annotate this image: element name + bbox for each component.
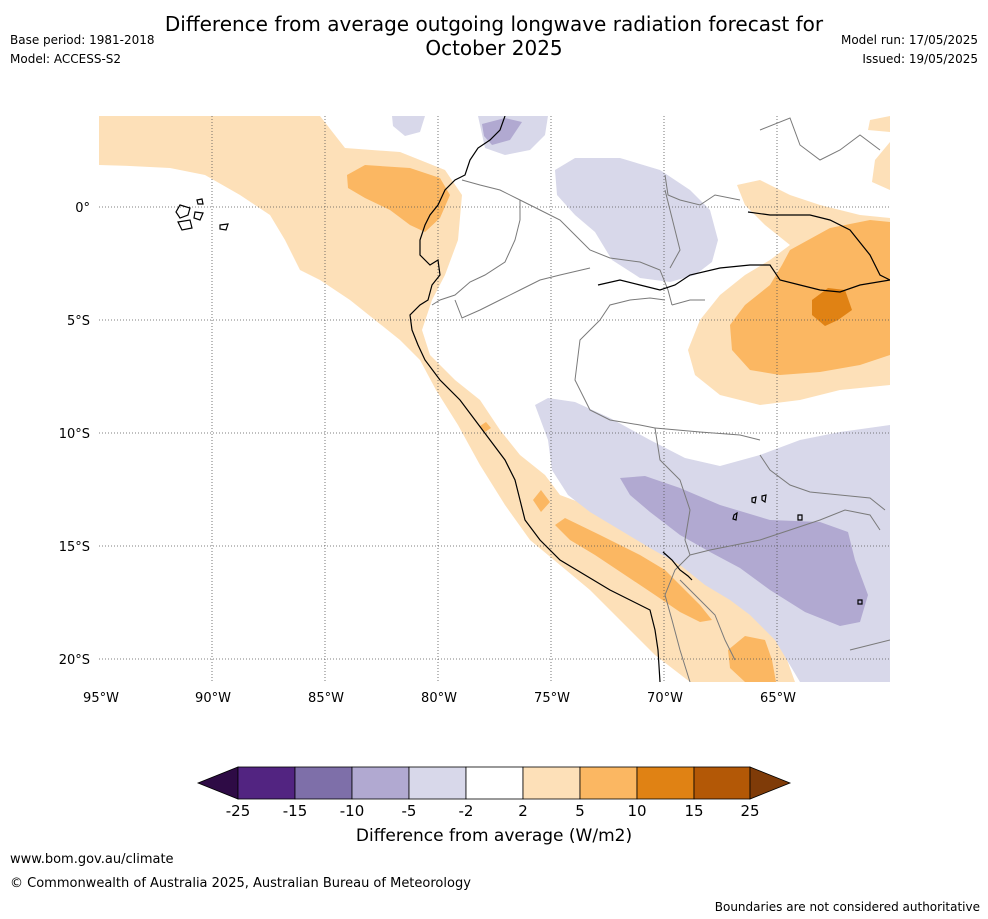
colorbar-tick-label: -5 bbox=[402, 802, 417, 820]
anomaly-neg2-spot bbox=[392, 116, 425, 136]
lat-label: 20°S bbox=[59, 653, 90, 668]
anomaly-pos5-spot2 bbox=[533, 490, 550, 512]
colorbar-bin bbox=[465, 766, 524, 800]
anomaly-pos10-amazon bbox=[812, 288, 852, 326]
country-borders bbox=[431, 117, 890, 682]
colorbar-tick-label: -15 bbox=[283, 802, 308, 820]
colorbar-bin bbox=[294, 766, 353, 800]
model-run-text: Model run: 17/05/2025 bbox=[840, 33, 978, 47]
lon-label: 85°W bbox=[308, 691, 344, 706]
colorbar-extend-high bbox=[749, 766, 792, 800]
lon-label: 70°W bbox=[647, 691, 683, 706]
title-line-2: October 2025 bbox=[425, 36, 563, 60]
base-period-text: Base period: 1981-2018 bbox=[10, 33, 155, 47]
coastlines bbox=[175, 116, 890, 682]
colorbar-bin bbox=[351, 766, 410, 800]
footer-url: www.bom.gov.au/climate bbox=[10, 852, 174, 867]
lon-label: 90°W bbox=[195, 691, 231, 706]
anomaly-pos5-south bbox=[728, 636, 776, 682]
colorbar bbox=[196, 766, 792, 800]
colorbar-tick-label: -2 bbox=[459, 802, 474, 820]
colorbar-bin bbox=[636, 766, 695, 800]
colorbar-label: Difference from average (W/m2) bbox=[355, 826, 633, 846]
colorbar-tick-label: 25 bbox=[740, 802, 759, 820]
lat-label: 5°S bbox=[67, 314, 90, 329]
anomaly-pos5-peru-coast bbox=[555, 518, 712, 622]
chart-title: Difference from average outgoing longwav… bbox=[150, 12, 838, 60]
lat-labels: 0° 5°S 10°S 15°S 20°S bbox=[59, 201, 90, 668]
anomaly-pos5-ocean bbox=[347, 165, 450, 232]
lat-label: 0° bbox=[75, 201, 90, 216]
anomaly-neg5-bolivia bbox=[620, 476, 868, 626]
colorbar-tick-label: 2 bbox=[518, 802, 528, 820]
lat-label: 10°S bbox=[59, 427, 90, 442]
lon-labels: 95°W 90°W 85°W 80°W 75°W 70°W 65°W bbox=[83, 691, 796, 706]
title-line-1: Difference from average outgoing longwav… bbox=[164, 12, 824, 36]
anomaly-pos5-spot1 bbox=[480, 422, 491, 432]
colorbar-tick-label: 15 bbox=[684, 802, 703, 820]
colorbar-bin bbox=[693, 766, 751, 800]
lat-label: 15°S bbox=[59, 540, 90, 555]
colorbar-bin bbox=[408, 766, 467, 800]
colorbar-ticks: -25 -15 -10 -5 -2 2 5 10 15 25 bbox=[226, 802, 760, 820]
footer-copyright: © Commonwealth of Australia 2025, Austra… bbox=[10, 876, 471, 891]
anomaly-neg2-venezuela bbox=[555, 158, 718, 282]
lon-label: 80°W bbox=[421, 691, 457, 706]
anomaly-pos2-coastal bbox=[99, 116, 795, 682]
colorbar-tick-label: -25 bbox=[226, 802, 251, 820]
colorbar-tick-label: 5 bbox=[575, 802, 585, 820]
colorbar-tick-label: -10 bbox=[340, 802, 365, 820]
colorbar-bin bbox=[579, 766, 638, 800]
colorbar-bin bbox=[237, 766, 296, 800]
map-panel bbox=[99, 116, 890, 682]
gridlines bbox=[99, 116, 890, 682]
colorbar-bin bbox=[522, 766, 581, 800]
lon-label: 95°W bbox=[83, 691, 119, 706]
anomaly-pos5-amazon bbox=[730, 220, 890, 375]
footer-note: Boundaries are not considered authoritat… bbox=[714, 900, 980, 914]
issued-text: Issued: 19/05/2025 bbox=[862, 52, 978, 66]
lon-label: 75°W bbox=[534, 691, 570, 706]
colorbar-tick-label: 10 bbox=[627, 802, 646, 820]
lon-label: 65°W bbox=[760, 691, 796, 706]
colorbar-extend-low bbox=[196, 766, 239, 800]
model-text: Model: ACCESS-S2 bbox=[10, 52, 122, 66]
